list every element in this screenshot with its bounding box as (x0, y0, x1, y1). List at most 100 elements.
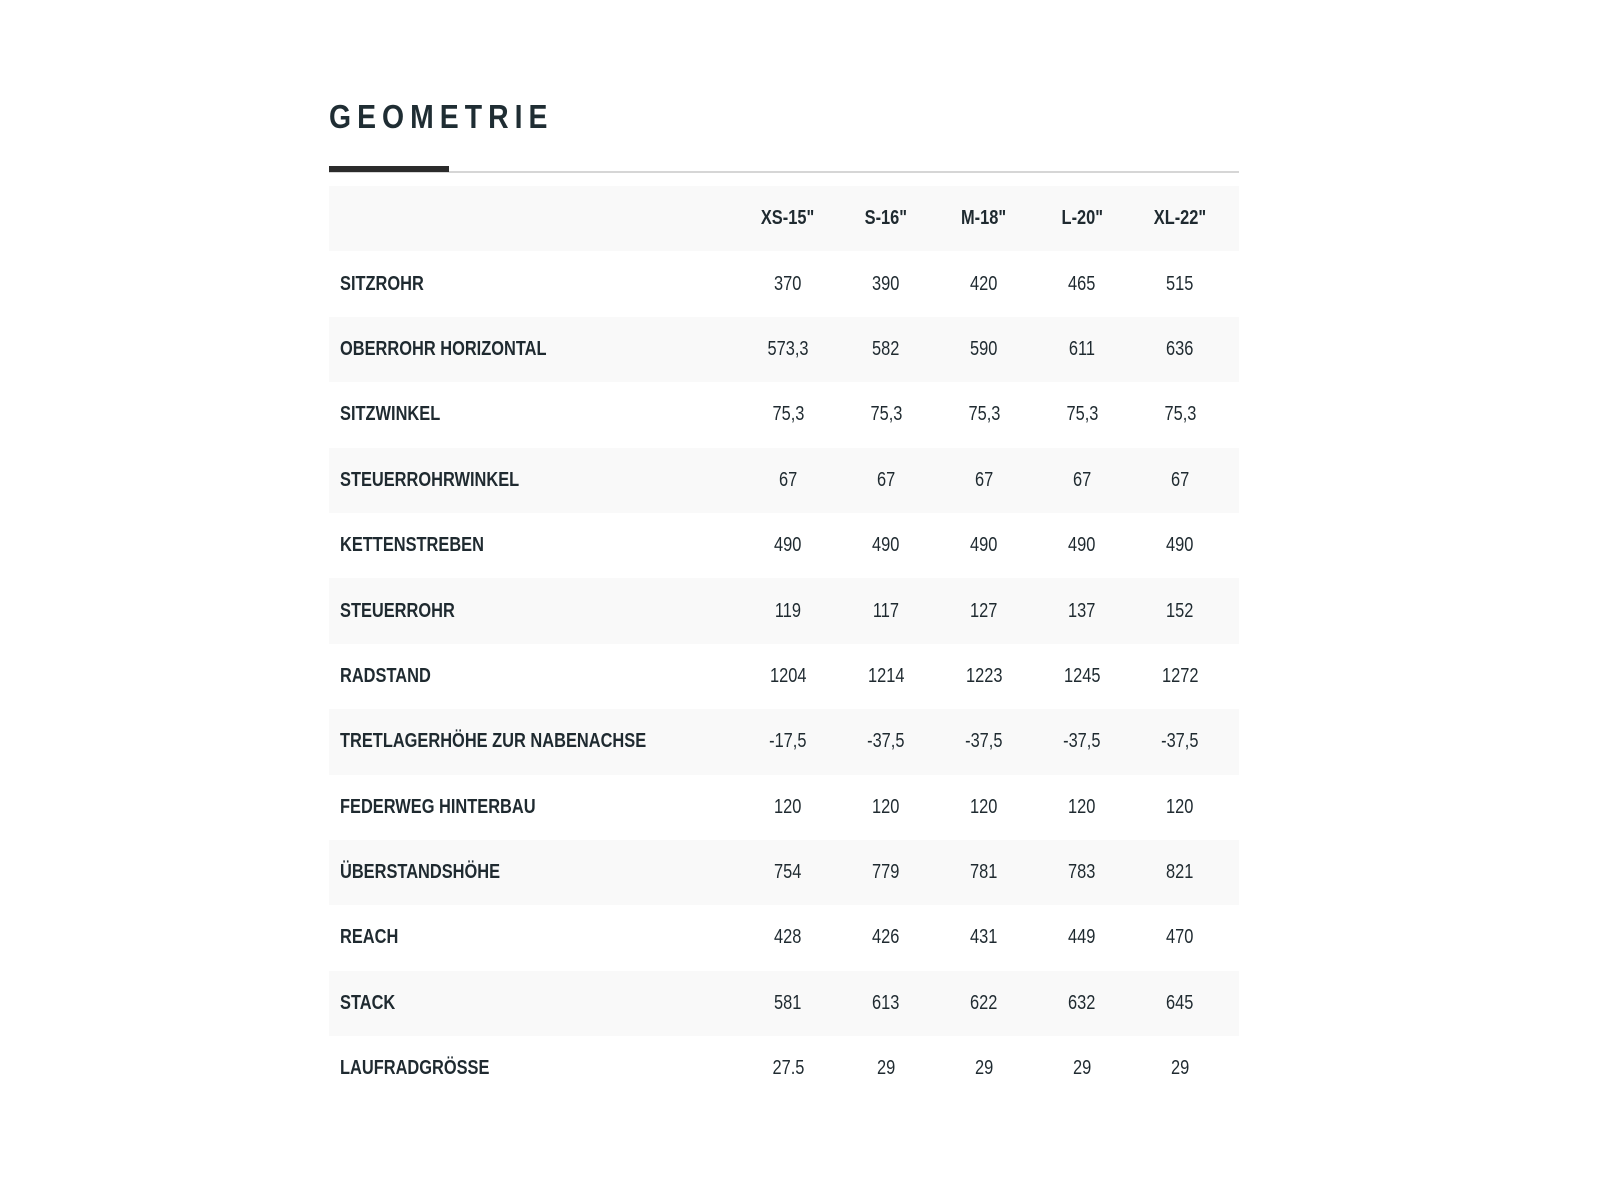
table-cell: 465 (1068, 272, 1096, 295)
table-cell: 117 (872, 599, 900, 622)
table-cell: 490 (1068, 534, 1096, 557)
table-cell: 1245 (1063, 664, 1101, 687)
table-cell: 1204 (769, 664, 807, 687)
column-header: XL-22" (1153, 207, 1207, 230)
table-row: STEUERROHR 119 117 127 137 152 (329, 578, 1239, 644)
table-cell: 470 (1166, 926, 1194, 949)
table-cell: 29 (876, 1057, 896, 1080)
row-label: FEDERWEG HINTERBAU (340, 795, 536, 818)
row-label: RADSTAND (340, 664, 431, 687)
row-label: STEUERROHR (340, 599, 455, 622)
table-cell: 622 (970, 991, 998, 1014)
table-cell: 490 (872, 534, 900, 557)
table-row: LAUFRADGRÖSSE 27.5 29 29 29 29 (329, 1036, 1239, 1101)
table-cell: 120 (872, 795, 900, 818)
table-cell: 120 (970, 795, 998, 818)
table-row: STACK 581 613 622 632 645 (329, 970, 1239, 1037)
table-cell: 67 (778, 468, 798, 491)
page-title: GEOMETRIE (329, 98, 554, 135)
table-cell: -37,5 (1161, 730, 1199, 753)
table-cell: 611 (1068, 337, 1096, 360)
table-cell: 449 (1068, 926, 1096, 949)
table-cell: 67 (974, 468, 994, 491)
table-cell: 29 (974, 1057, 994, 1080)
table-row: OBERROHR HORIZONTAL 573,3 582 590 611 636 (329, 316, 1239, 383)
row-label: TRETLAGERHÖHE ZUR NABENACHSE (340, 730, 647, 753)
table-cell: 120 (1166, 795, 1194, 818)
table-cell: 75,3 (968, 403, 1000, 426)
column-header: M-18" (961, 207, 1007, 230)
table-cell: -37,5 (965, 730, 1003, 753)
table-cell: 490 (1166, 534, 1194, 557)
table-row: STEUERROHRWINKEL 67 67 67 67 67 (329, 447, 1239, 513)
table-row: RADSTAND 1204 1214 1223 1245 1272 (329, 644, 1239, 709)
row-label: REACH (340, 926, 399, 949)
row-label: LAUFRADGRÖSSE (340, 1057, 490, 1080)
table-cell: 428 (774, 926, 802, 949)
table-cell: -37,5 (867, 730, 905, 753)
table-cell: 390 (872, 272, 900, 295)
table-row: TRETLAGERHÖHE ZUR NABENACHSE -17,5 -37,5 -3… (329, 709, 1239, 775)
table-cell: 1272 (1161, 664, 1199, 687)
table-row: SITZROHR 370 390 420 465 515 (329, 251, 1239, 316)
table-header-row: XS-15" S-16" M-18" L-20" XL-22" (329, 186, 1239, 252)
table-cell: 67 (1170, 468, 1190, 491)
table-cell: 632 (1068, 991, 1096, 1014)
table-cell: 29 (1072, 1057, 1092, 1080)
row-label: ÜBERSTANDSHÖHE (340, 861, 501, 884)
table-cell: 67 (876, 468, 896, 491)
table-cell: 636 (1166, 337, 1194, 360)
table-cell: 120 (1068, 795, 1096, 818)
table-cell: 779 (872, 861, 900, 884)
table-cell: 581 (774, 991, 802, 1014)
table-cell: 75,3 (1066, 403, 1098, 426)
table-cell: 1214 (867, 664, 905, 687)
table-cell: 29 (1170, 1057, 1190, 1080)
table-cell: 120 (774, 795, 802, 818)
row-label: KETTENSTREBEN (340, 534, 484, 557)
table-cell: 515 (1166, 272, 1194, 295)
table-cell: -17,5 (769, 730, 807, 753)
column-header: L-20" (1061, 207, 1103, 230)
table-cell: 426 (872, 926, 900, 949)
table-cell: 573,3 (767, 337, 809, 360)
table-cell: 754 (774, 861, 802, 884)
table-cell: 420 (970, 272, 998, 295)
title-underline-accent (329, 166, 449, 172)
table-cell: 67 (1072, 468, 1092, 491)
table-cell: 590 (970, 337, 998, 360)
table-cell: 75,3 (772, 403, 804, 426)
table-row: SITZWINKEL 75,3 75,3 75,3 75,3 75,3 (329, 382, 1239, 447)
table-cell: 119 (774, 599, 802, 622)
table-cell: 75,3 (1164, 403, 1196, 426)
column-header: S-16" (864, 207, 908, 230)
table-row: ÜBERSTANDSHÖHE 754 779 781 783 821 (329, 839, 1239, 906)
table-cell: 645 (1166, 991, 1194, 1014)
row-label: STEUERROHRWINKEL (340, 468, 520, 491)
table-cell: 582 (872, 337, 900, 360)
table-row: KETTENSTREBEN 490 490 490 490 490 (329, 513, 1239, 578)
table-row: FEDERWEG HINTERBAU 120 120 120 120 120 (329, 775, 1239, 840)
table-cell: 781 (970, 861, 998, 884)
table-cell: 75,3 (870, 403, 902, 426)
table-cell: 127 (970, 599, 998, 622)
table-cell: 490 (970, 534, 998, 557)
table-cell: 821 (1166, 861, 1194, 884)
geometry-table: XS-15" S-16" M-18" L-20" XL-22" SITZROHR… (329, 186, 1239, 1101)
table-cell: 137 (1068, 599, 1096, 622)
row-label: SITZWINKEL (340, 403, 441, 426)
table-cell: 783 (1068, 861, 1096, 884)
table-row: REACH 428 426 431 449 470 (329, 905, 1239, 970)
row-label: SITZROHR (340, 272, 424, 295)
row-label: OBERROHR HORIZONTAL (340, 337, 547, 360)
divider (329, 171, 1239, 173)
table-cell: 152 (1166, 599, 1194, 622)
table-cell: 490 (774, 534, 802, 557)
table-cell: 431 (970, 926, 998, 949)
table-cell: 370 (774, 272, 802, 295)
table-cell: 1223 (965, 664, 1003, 687)
column-header: XS-15" (761, 207, 815, 230)
row-label: STACK (340, 991, 396, 1014)
table-cell: -37,5 (1063, 730, 1101, 753)
table-cell: 27.5 (772, 1057, 804, 1080)
